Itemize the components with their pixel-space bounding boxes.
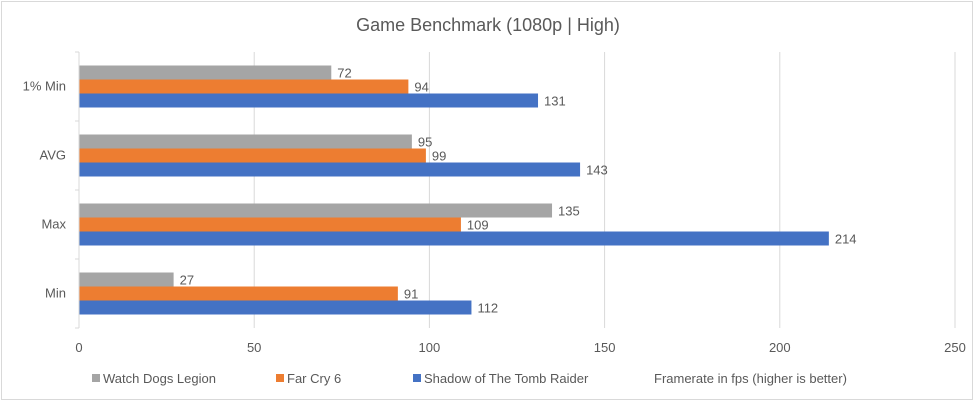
- legend-swatch: [413, 374, 421, 382]
- legend: Watch Dogs Legion Far Cry 6 Shadow of The …: [92, 371, 847, 386]
- data-label: 112: [477, 301, 498, 316]
- bar: [79, 217, 461, 232]
- legend-swatch: [92, 374, 100, 382]
- y-tick-label: Min: [45, 286, 66, 301]
- x-tick-label: 100: [419, 340, 441, 355]
- bar: [79, 79, 409, 94]
- x-tick-label: 50: [247, 340, 261, 355]
- bar: [79, 134, 412, 149]
- legend-swatch: [276, 374, 284, 382]
- data-label: 135: [558, 204, 580, 219]
- bar: [79, 93, 539, 108]
- data-label: 109: [467, 218, 489, 233]
- x-axis-title: Framerate in fps (higher is better): [654, 371, 847, 386]
- data-label: 131: [544, 94, 566, 109]
- bar: [79, 286, 398, 301]
- data-label: 214: [835, 232, 857, 247]
- bar: [79, 231, 829, 246]
- bar: [79, 148, 426, 163]
- x-tick-label: 150: [594, 340, 616, 355]
- legend-label: Far Cry 6: [287, 371, 341, 386]
- data-label: 91: [404, 287, 418, 302]
- bar: [79, 203, 553, 218]
- legend-label: Shadow of The Tomb Raider: [424, 371, 589, 386]
- x-tick-label: 200: [769, 340, 791, 355]
- bar: [79, 65, 332, 80]
- data-label: 95: [418, 135, 432, 150]
- axes: 0 50 100 150 200 250 1% Min AVG Max Min: [23, 51, 966, 355]
- y-tick-label: Max: [41, 217, 66, 232]
- data-label: 72: [337, 66, 351, 81]
- bar: [79, 162, 581, 177]
- legend-label: Watch Dogs Legion: [103, 371, 216, 386]
- data-label: 27: [180, 273, 194, 288]
- data-label: 143: [586, 163, 608, 178]
- x-tick-label: 250: [944, 340, 966, 355]
- bar: [79, 272, 174, 287]
- y-tick-label: AVG: [40, 148, 67, 163]
- data-label: 94: [414, 80, 428, 95]
- bar: [79, 300, 472, 315]
- data-label: 99: [432, 149, 446, 164]
- chart-title: Game Benchmark (1080p | High): [356, 15, 620, 35]
- x-tick-label: 0: [75, 340, 82, 355]
- y-tick-label: 1% Min: [23, 79, 66, 94]
